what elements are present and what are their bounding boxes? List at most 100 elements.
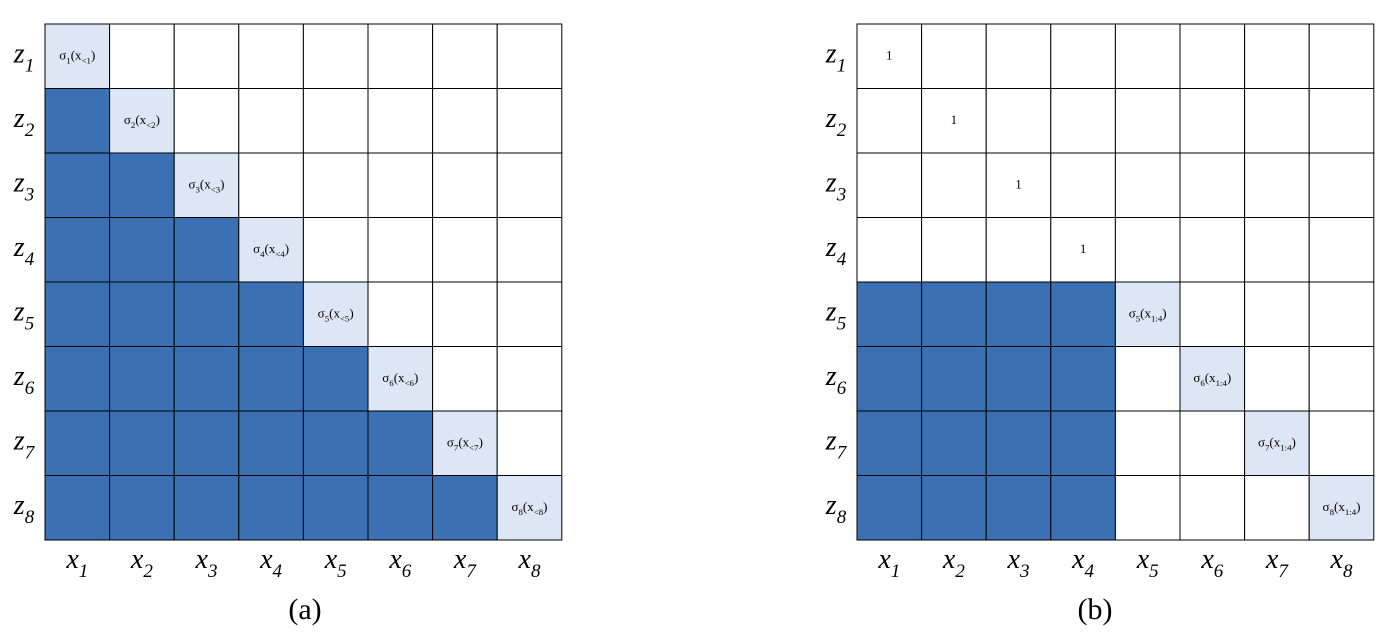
label: 1 (1015, 176, 1022, 191)
label: x8 (1330, 544, 1353, 581)
cell (1308, 23, 1375, 89)
label: σ8(x<8) (511, 499, 547, 517)
label: x7 (1265, 544, 1289, 581)
cell (109, 152, 175, 218)
label: z5 (13, 297, 34, 334)
cell (1308, 410, 1375, 476)
label: σ8(x1:4) (1323, 499, 1361, 517)
label: z3 (825, 168, 846, 205)
cell (1179, 410, 1246, 476)
label: z6 (825, 361, 847, 398)
label-part: ) (220, 176, 224, 191)
label: z5 (825, 297, 846, 334)
label: σ6(x1:4) (1193, 370, 1231, 388)
cell (856, 23, 923, 89)
cell (1244, 281, 1310, 347)
label-part: <3 (211, 184, 221, 194)
cell (1244, 475, 1310, 541)
label-part: <1 (82, 55, 91, 65)
label-part: ) (414, 370, 418, 385)
label-part: 8 (25, 507, 35, 528)
cell (1114, 23, 1181, 89)
cell (856, 88, 923, 154)
cell (238, 217, 304, 283)
label-part: x (324, 544, 338, 575)
label: x5 (324, 544, 347, 581)
label-part: σ (253, 241, 260, 256)
label-part: 7 (25, 442, 36, 463)
cell (44, 410, 111, 476)
label-part: x (877, 544, 891, 575)
cell (1308, 152, 1375, 218)
label-part: 5 (1149, 561, 1159, 582)
label-part: ) (91, 47, 95, 62)
cell (44, 281, 111, 347)
label-part: z (13, 490, 25, 521)
label-part: 4 (273, 561, 283, 582)
cell (109, 346, 175, 412)
cell (921, 346, 987, 412)
cell (856, 410, 923, 476)
cell (1244, 410, 1310, 476)
cell (496, 410, 563, 476)
cell (173, 475, 240, 541)
label-part: 2 (837, 120, 847, 141)
cell (921, 281, 987, 347)
label-part: (x (329, 305, 340, 320)
cell (1179, 217, 1246, 283)
label-part: <2 (146, 120, 155, 130)
cell (1179, 23, 1246, 89)
label-part: 2 (143, 561, 153, 582)
label-part: 8 (531, 561, 541, 582)
label-part: 3 (196, 184, 201, 194)
label-part: x (1330, 544, 1344, 575)
label-part: (x (1140, 305, 1151, 320)
label-part: <6 (405, 378, 415, 388)
cell (496, 152, 563, 218)
label-part: σ (511, 499, 518, 514)
cell (109, 410, 175, 476)
label-part: 8 (1343, 561, 1353, 582)
cell (1114, 281, 1181, 347)
cell (432, 23, 498, 89)
cell (496, 217, 563, 283)
label-part: 1 (25, 55, 35, 76)
label: σ1(x<1) (59, 47, 95, 65)
label-part: x (130, 544, 144, 575)
cell (44, 346, 111, 412)
label-part: x (1136, 544, 1150, 575)
label: σ7(x1:4) (1258, 434, 1296, 452)
cell (1179, 88, 1246, 154)
label: z8 (13, 490, 35, 527)
label: x4 (259, 544, 282, 581)
label-part: x (1265, 544, 1279, 575)
cell (173, 152, 240, 218)
cell (1308, 346, 1375, 412)
label-part: <4 (275, 249, 285, 259)
label-part: z (13, 361, 25, 392)
label-part: <7 (469, 442, 479, 452)
cell (302, 475, 369, 541)
cell (1114, 410, 1181, 476)
label-part: 8 (519, 507, 524, 517)
cell (302, 88, 369, 154)
cell (1308, 217, 1375, 283)
cell (1308, 88, 1375, 154)
label-part: 4 (25, 249, 35, 270)
label-part: z (825, 39, 837, 70)
label-part: x (1007, 544, 1021, 575)
cell (1244, 88, 1310, 154)
cell (1050, 23, 1116, 89)
label-part: 2 (25, 120, 35, 141)
label-part: 7 (1278, 561, 1289, 582)
cell (496, 88, 563, 154)
cell (367, 410, 434, 476)
label-part: (x (71, 47, 82, 62)
label: z1 (13, 39, 34, 76)
label: σ5(x1:4) (1129, 305, 1167, 323)
cell (985, 410, 1052, 476)
cell (173, 23, 240, 89)
label: z3 (13, 168, 34, 205)
label-part: (x (1269, 434, 1280, 449)
label-part: ) (156, 112, 160, 127)
